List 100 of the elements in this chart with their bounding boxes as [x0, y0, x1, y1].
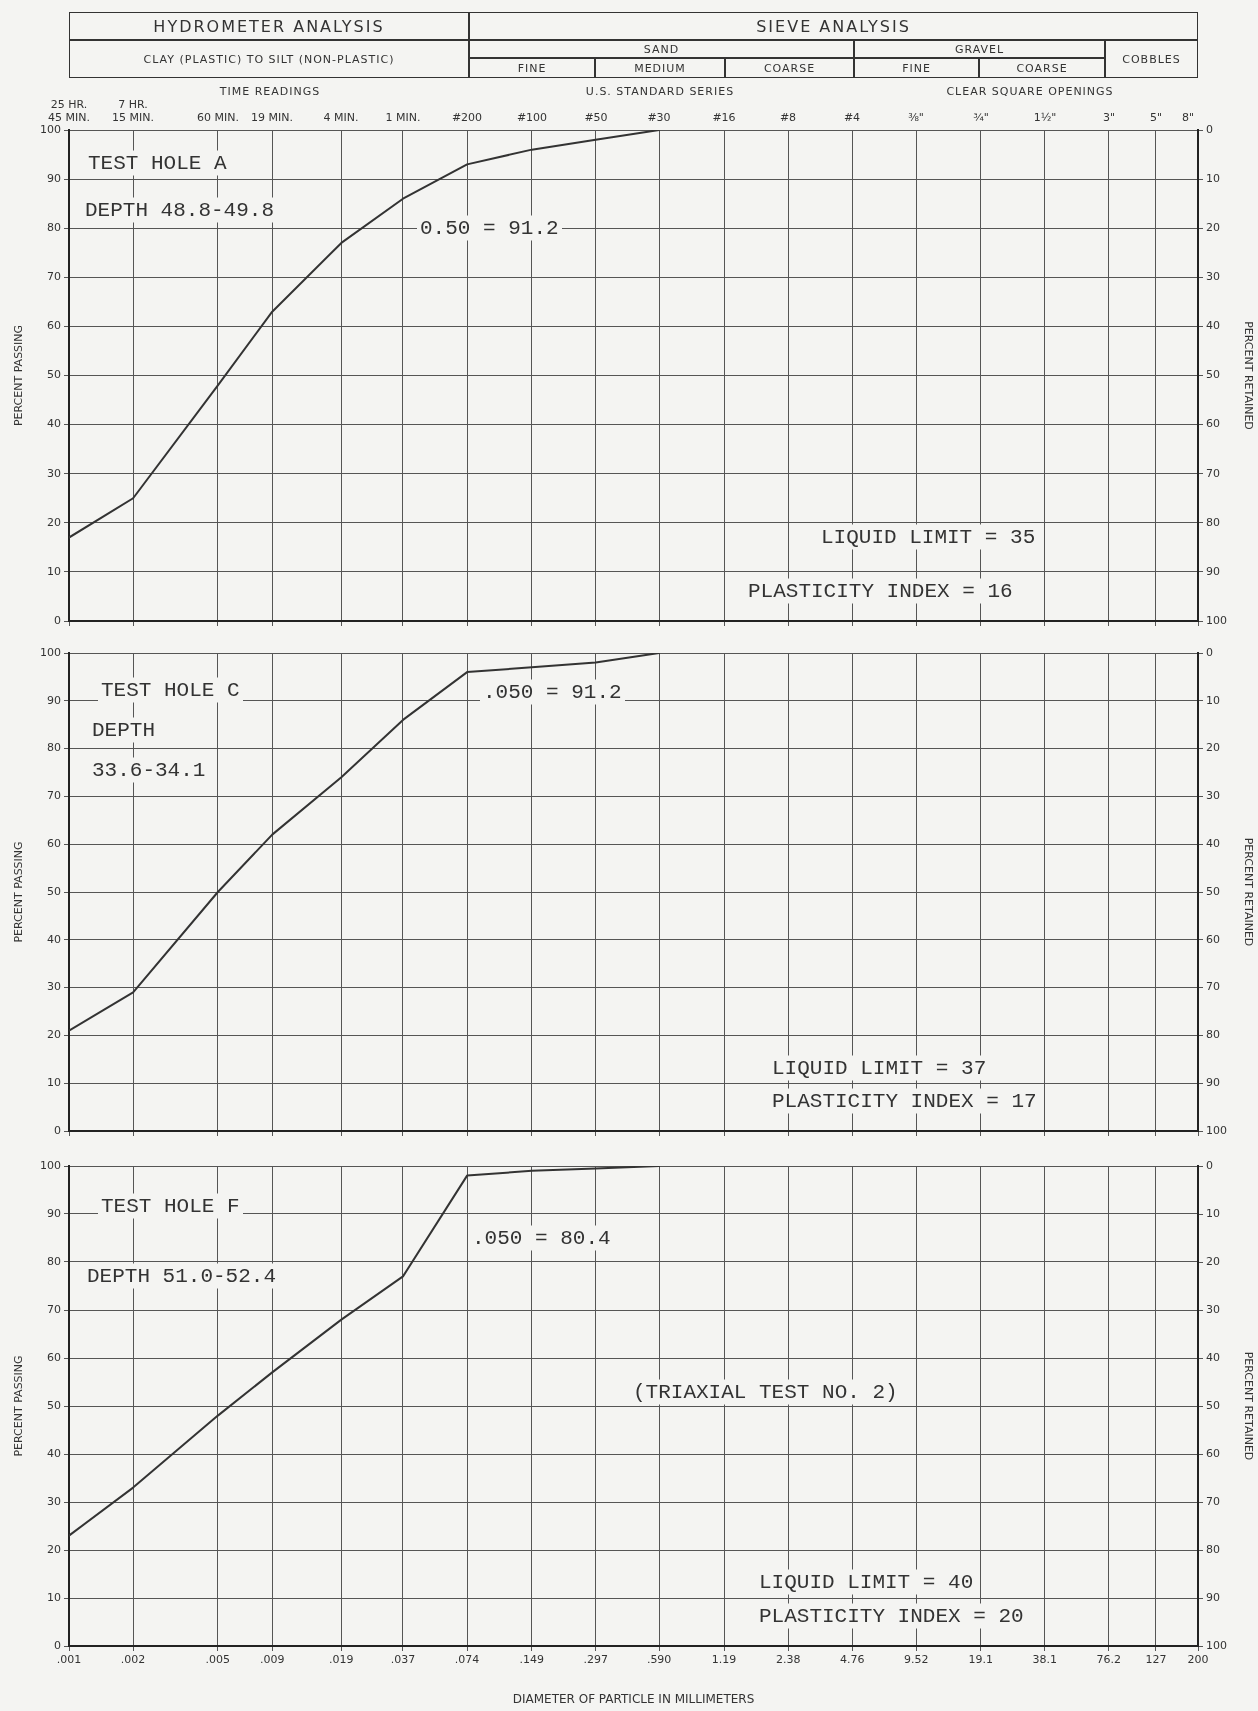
x-tick-label: 9.52 — [904, 1653, 929, 1667]
y-tick-label: 100 — [40, 122, 61, 136]
annotation: LIQUID LIMIT = 37 — [769, 1055, 990, 1081]
y-tick-label: 30 — [47, 466, 61, 480]
annotation: TEST HOLE F — [98, 1193, 243, 1219]
text: #100 — [516, 111, 548, 124]
x-tick-label: .009 — [259, 1653, 285, 1667]
annotation: PLASTICITY INDEX = 16 — [745, 578, 1016, 604]
text: 7 HR. 15 MIN. — [111, 98, 155, 124]
text: ¾" — [973, 111, 989, 124]
x-tick-label: 200 — [1187, 1653, 1209, 1667]
y-tick-label: 80 — [47, 741, 61, 755]
x-tick-label: .590 — [646, 1653, 672, 1667]
x-tick-label: 19.1 — [968, 1653, 994, 1667]
y2-tick-label: 30 — [1206, 270, 1220, 284]
y2-tick-label: 60 — [1206, 1446, 1220, 1460]
y2-tick-label: 20 — [1206, 741, 1220, 755]
y-tick-label: 70 — [47, 1302, 61, 1316]
y-axis-title: PERCENT PASSING — [12, 841, 26, 943]
y2-tick-label: 90 — [1206, 1590, 1220, 1604]
y2-tick-label: 60 — [1206, 932, 1220, 946]
y2-tick-label: 60 — [1206, 417, 1220, 431]
y-tick-label: 100 — [40, 1158, 61, 1172]
y2-tick-label: 0 — [1206, 645, 1213, 659]
y2-tick-label: 100 — [1206, 1638, 1227, 1652]
y-tick-label: 20 — [47, 1028, 61, 1042]
text: TIME READINGS — [218, 84, 322, 98]
text: CLAY (PLASTIC) TO SILT (NON-PLASTIC) — [69, 40, 469, 78]
x-tick-label: .037 — [390, 1653, 416, 1667]
y-tick-label: 100 — [40, 645, 61, 659]
y-tick-label: 20 — [47, 515, 61, 529]
y2-tick-label: 30 — [1206, 1302, 1220, 1316]
x-tick-label: 1.19 — [711, 1653, 737, 1667]
y2-tick-label: 10 — [1206, 693, 1220, 707]
text: CLEAR SQUARE OPENINGS — [945, 84, 1115, 98]
text: #4 — [843, 111, 861, 124]
y-tick-label: 90 — [47, 171, 61, 185]
annotation: LIQUID LIMIT = 40 — [756, 1569, 977, 1595]
y2-tick-label: 10 — [1206, 171, 1220, 185]
annotation: PLASTICITY INDEX = 20 — [756, 1603, 1027, 1629]
annotation: .050 = 80.4 — [469, 1225, 614, 1251]
y-tick-label: 80 — [47, 221, 61, 235]
text: #8 — [779, 111, 797, 124]
annotation: (TRIAXIAL TEST NO. 2) — [630, 1379, 901, 1405]
y2-tick-label: 40 — [1206, 1350, 1220, 1364]
y2-tick-label: 90 — [1206, 564, 1220, 578]
y2-tick-label: 30 — [1206, 789, 1220, 803]
y-tick-label: 60 — [47, 1350, 61, 1364]
x-tick-label: .005 — [205, 1653, 231, 1667]
text: U.S. STANDARD SERIES — [584, 84, 736, 98]
y-tick-label: 30 — [47, 980, 61, 994]
text: GRAVEL — [854, 40, 1105, 58]
y-tick-label: 50 — [47, 884, 61, 898]
annotation: .050 = 91.2 — [480, 679, 625, 705]
text: #16 — [712, 111, 736, 124]
x-tick-label: 2.38 — [775, 1653, 801, 1667]
y-tick-label: 0 — [54, 1638, 61, 1652]
y-tick-label: 80 — [47, 1254, 61, 1268]
text: COBBLES — [1105, 40, 1198, 78]
x-tick-label: .074 — [454, 1653, 480, 1667]
text: 19 MIN. — [251, 111, 293, 124]
annotation: LIQUID LIMIT = 35 — [818, 524, 1039, 550]
annotation: TEST HOLE A — [85, 150, 230, 176]
y-tick-label: 60 — [47, 837, 61, 851]
text: MEDIUM — [595, 58, 725, 78]
text: SAND — [469, 40, 854, 58]
text: 8" — [1181, 111, 1195, 124]
y-axis-title: PERCENT PASSING — [12, 324, 26, 427]
annotation: TEST HOLE C — [98, 677, 243, 703]
y2-tick-label: 20 — [1206, 221, 1220, 235]
text: 1½" — [1033, 111, 1057, 124]
y-tick-label: 20 — [47, 1542, 61, 1556]
y-tick-label: 0 — [54, 1123, 61, 1137]
y-tick-label: 10 — [47, 564, 61, 578]
y2-axis-title: PERCENT RETAINED — [1241, 321, 1255, 430]
text: COARSE — [725, 58, 854, 78]
text: 1 MIN. — [385, 111, 421, 124]
annotation: DEPTH 48.8-49.8 — [82, 197, 278, 223]
x-axis-title: DIAMETER OF PARTICLE IN MILLIMETERS — [512, 1691, 755, 1706]
y2-tick-label: 50 — [1206, 368, 1220, 382]
x-tick-label: .002 — [120, 1653, 146, 1667]
y-axis-title: PERCENT PASSING — [12, 1355, 26, 1457]
y-tick-label: 10 — [47, 1076, 61, 1090]
y-tick-label: 40 — [47, 1446, 61, 1460]
text: HYDROMETER ANALYSIS — [69, 12, 469, 40]
y-tick-label: 50 — [47, 368, 61, 382]
y-tick-label: 0 — [54, 613, 61, 627]
y-tick-label: 70 — [47, 270, 61, 284]
text: #30 — [647, 111, 671, 124]
y2-tick-label: 40 — [1206, 319, 1220, 333]
x-tick-label: 38.1 — [1032, 1653, 1057, 1667]
text: ⅜" — [908, 111, 924, 124]
text: COARSE — [979, 58, 1105, 78]
annotation: DEPTH — [89, 717, 159, 743]
y2-tick-label: 90 — [1206, 1076, 1220, 1090]
text: 25 HR. 45 MIN. — [47, 98, 91, 124]
annotation: PLASTICITY INDEX = 17 — [769, 1088, 1040, 1114]
y-tick-label: 10 — [47, 1590, 61, 1604]
y2-tick-label: 80 — [1206, 1542, 1220, 1556]
y-tick-label: 40 — [47, 417, 61, 431]
